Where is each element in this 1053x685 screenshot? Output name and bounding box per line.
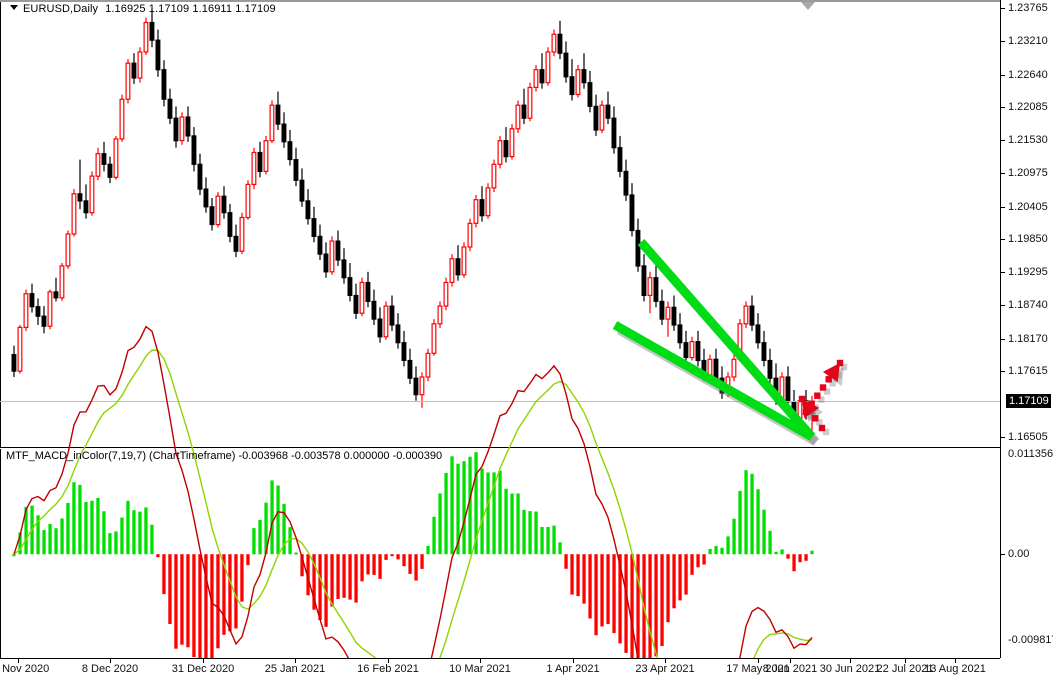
price-scale-label: 1.17615: [1008, 365, 1048, 378]
price-scale-tick: [1000, 40, 1005, 42]
time-axis-label: 1 Apr 2021: [546, 663, 600, 675]
macd-scale-label: 0.011356: [1008, 448, 1053, 460]
price-scale-tick: [1000, 74, 1005, 76]
time-axis-tick: [18, 658, 19, 663]
price-pane-left-border: [0, 0, 1, 447]
chart-position-marker-triangle-icon: [801, 2, 815, 10]
price-scale-label: 1.21530: [1008, 134, 1048, 147]
price-scale-tick: [1000, 338, 1005, 340]
wedge-upper-resistance: [637, 239, 820, 445]
price-scale-tick: [1000, 206, 1005, 208]
chart-annotations[interactable]: [0, 0, 1000, 447]
breakout-zigzag-arrow: [798, 359, 848, 436]
wedge-lower-support: [612, 321, 819, 446]
time-axis-tick: [955, 658, 956, 663]
macd-indicator-pane[interactable]: [0, 325, 1000, 685]
symbol-label: EURUSD,Daily: [23, 3, 99, 15]
time-axis-tick: [110, 658, 111, 663]
price-scale-label: 1.23765: [1008, 2, 1048, 14]
macd-series: [12, 325, 814, 685]
time-axis-tick: [480, 658, 481, 663]
price-scale-tick: [1000, 272, 1005, 274]
time-axis[interactable]: 16 Nov 2020 8 Dec 2020 31 Dec 2020 25 Jan 2…: [0, 658, 1053, 685]
price-scale-tick: [1000, 8, 1005, 9]
price-scale-tick: [1000, 107, 1005, 109]
time-axis-tick: [388, 658, 389, 663]
time-axis-tick: [790, 658, 791, 663]
time-axis-line: [0, 658, 1000, 659]
macd-scale-tick: [1000, 554, 1005, 556]
current-price-label: 1.17109: [1006, 394, 1051, 409]
time-axis-label: 31 Dec 2020: [171, 663, 235, 675]
time-axis-label: 22 Jul 2021: [876, 663, 934, 675]
time-axis-tick: [295, 658, 296, 663]
time-axis-label: 23 Apr 2021: [635, 663, 695, 675]
time-axis-label: 8 Dec 2020: [81, 663, 139, 675]
price-scale-label: 1.23210: [1008, 34, 1048, 47]
price-scale-label: 1.22640: [1008, 68, 1048, 81]
current-price-line: [0, 401, 1000, 403]
time-axis-label: 25 Jan 2021: [264, 663, 326, 675]
price-scale-tick: [1000, 172, 1005, 174]
price-scale-label: 1.18170: [1008, 332, 1048, 345]
price-scale-tick: [1000, 140, 1005, 142]
macd-scale-label: -0.009817: [1008, 634, 1053, 646]
window-top-strip: [0, 0, 1000, 2]
ohlc-values: 1.16925 1.17109 1.16911 1.17109: [105, 3, 276, 15]
price-scale-tick: [1000, 239, 1005, 241]
chevron-down-icon[interactable]: [10, 5, 18, 10]
price-scale-label: 1.22085: [1008, 101, 1048, 114]
price-scale-label: 1.18740: [1008, 298, 1048, 311]
time-axis-label: 13 Aug 2021: [924, 663, 986, 675]
candlestick-series: [11, 8, 815, 432]
price-scale[interactable]: 1.23765 1.23210 1.22640 1.22085 1.21530 1.209…: [1000, 0, 1053, 658]
price-scale-tick: [1000, 437, 1005, 438]
time-axis-label: 30 Jun 2021: [819, 663, 881, 675]
price-scale-label: 1.19850: [1008, 233, 1048, 246]
macd-indicator-label: MTF_MACD_inColor(7,19,7) (ChartTimeframe…: [6, 450, 443, 462]
time-axis-label: 10 Mar 2021: [449, 663, 511, 675]
time-axis-label: 16 Feb 2021: [357, 663, 419, 675]
time-axis-label: 16 Nov 2020: [0, 663, 50, 675]
time-axis-tick: [850, 658, 851, 663]
price-scale-axis-line: [1000, 0, 1001, 658]
price-scale-tick: [1000, 304, 1005, 306]
symbol-header: EURUSD,Daily 1.16925 1.17109 1.16911 1.17…: [10, 3, 276, 15]
time-axis-tick: [758, 658, 759, 663]
time-axis-tick: [203, 658, 204, 663]
time-axis-tick: [573, 658, 574, 663]
time-axis-label: 8 Jun 2021: [762, 663, 818, 675]
macd-scale-label: 0.00: [1008, 548, 1030, 561]
price-scale-label: 1.20975: [1008, 166, 1048, 179]
price-chart-pane[interactable]: [0, 0, 1000, 447]
macd-pane-left-border: [0, 449, 1, 658]
time-axis-tick: [905, 658, 906, 663]
pane-separator-top: [0, 447, 1000, 448]
time-axis-label: 17 May 2021: [726, 663, 790, 675]
price-scale-label: 1.16505: [1008, 431, 1048, 443]
price-scale-tick: [1000, 371, 1005, 373]
price-scale-label: 1.20405: [1008, 200, 1048, 213]
price-scale-label: 1.19295: [1008, 266, 1048, 279]
time-axis-tick: [665, 658, 666, 663]
